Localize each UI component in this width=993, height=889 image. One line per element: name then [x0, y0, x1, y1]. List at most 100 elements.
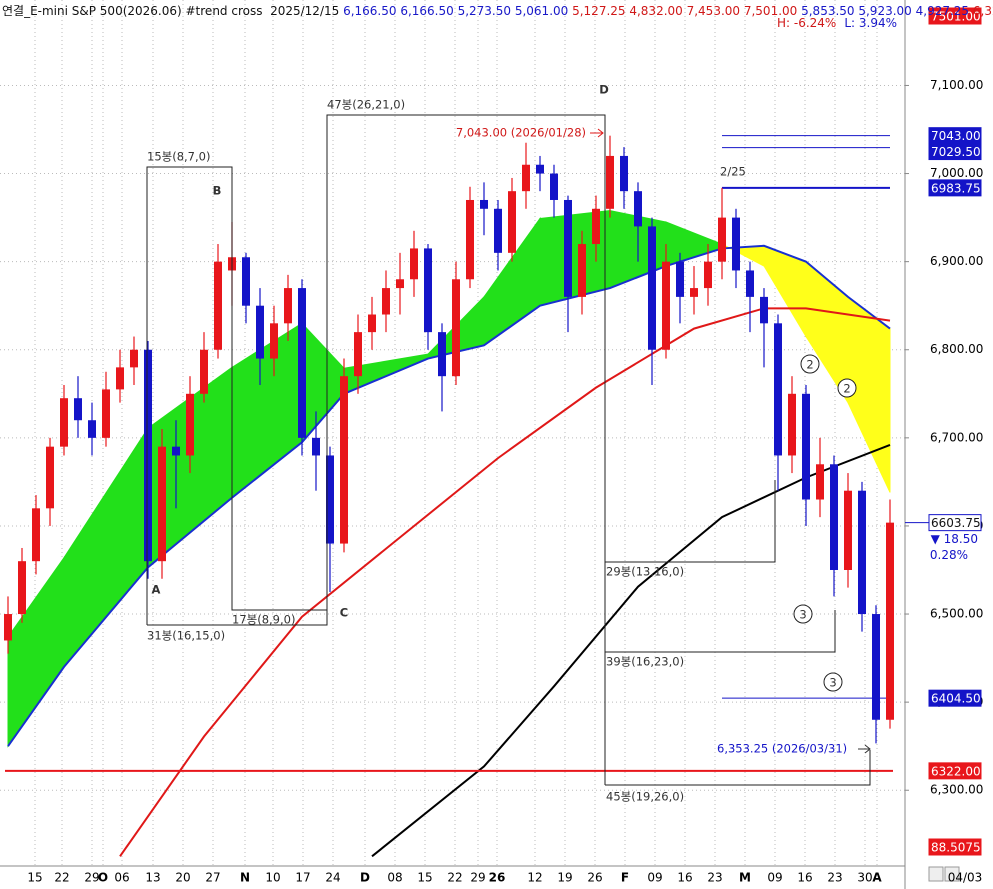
candle-body [564, 199, 572, 297]
candle-body [494, 208, 502, 253]
candle-body [284, 288, 292, 324]
count-label: 45봉(19,26,0) [606, 790, 684, 804]
header: 연결_E-mini S&P 500(2026.06) #trend cross … [2, 4, 993, 18]
candle-body [200, 349, 208, 394]
candle-body [354, 332, 362, 377]
y-tick-label: 6,500.00 [930, 607, 983, 621]
x-tick-label: 29 [84, 871, 99, 885]
count-label: 39봉(16,23,0) [606, 655, 684, 669]
candle-body [844, 490, 852, 570]
candle-body [368, 314, 376, 333]
x-tick-label: 29 [470, 871, 485, 885]
x-tick-label: 16 [677, 871, 692, 885]
x-tick-label: D [360, 871, 370, 885]
candle-body [704, 261, 712, 289]
wave-label: A [152, 583, 161, 597]
candle-body [410, 248, 418, 280]
low-label: 6,353.25 (2026/03/31) [717, 742, 847, 756]
x-tick-label: 13 [145, 871, 160, 885]
y-tick-label: 7,000.00 [930, 166, 983, 180]
candle-body [242, 257, 250, 306]
price-badge-label: 6322.00 [931, 764, 981, 778]
candle-body [508, 191, 516, 253]
candle-body [872, 614, 880, 720]
last-pct: 0.28% [930, 548, 968, 562]
candle-body [18, 561, 26, 615]
price-badge [928, 689, 982, 707]
x-tick-label: 26 [587, 871, 602, 885]
plot-marks [4, 135, 894, 772]
date-label: 2/25 [720, 165, 746, 179]
candle-body [578, 244, 586, 297]
candle-body [74, 398, 82, 421]
y-tick-label: 6,300.00 [930, 783, 983, 797]
wave-circle [793, 604, 813, 624]
candle-body [32, 508, 40, 562]
x-tick-label: 22 [447, 871, 462, 885]
x-tick-label: 12 [527, 871, 542, 885]
candle-body [452, 279, 460, 377]
candle-body [4, 614, 12, 641]
wave-circle [823, 672, 843, 692]
x-tick-label: 20 [175, 871, 190, 885]
price-badge-label: 6983.75 [931, 181, 981, 195]
candle-body [88, 420, 96, 438]
x-tick-label: 19 [557, 871, 572, 885]
candle-body [606, 155, 614, 209]
candle-body [774, 323, 782, 456]
candle-body [592, 208, 600, 245]
cloud-line [7, 244, 891, 747]
candle-body [60, 398, 68, 447]
y-tick-label: 6,800.00 [930, 342, 983, 356]
candle-body [312, 437, 320, 456]
y-tick-label: 6,900.00 [930, 254, 983, 268]
count-label: 29봉(13,16,0) [606, 565, 684, 579]
wave-number: 3 [799, 608, 806, 622]
candle-body [676, 261, 684, 297]
price-badge-label: 88.5075 [931, 841, 981, 855]
zoom-out[interactable] [928, 866, 944, 882]
wave-number: 3 [829, 676, 836, 690]
candle-body [256, 305, 264, 359]
x-tick-label: 06 [114, 871, 129, 885]
candle-body [144, 349, 152, 562]
x-tick-label: 30 [857, 871, 872, 885]
candle-body [130, 349, 138, 368]
price-badge [928, 838, 982, 856]
candle-body [382, 288, 390, 315]
count-label: 15봉(8,7,0) [147, 150, 210, 164]
price-badge [928, 143, 982, 161]
zoom-in[interactable] [944, 866, 960, 882]
wave-number: 2 [806, 358, 813, 372]
arrow [590, 128, 604, 138]
header-part: 6,322.0 [973, 4, 993, 18]
moving-average [119, 307, 891, 857]
candle-body [46, 446, 54, 509]
price-badge-label: 7043.00 [931, 129, 981, 143]
x-tick-label: A [872, 871, 882, 885]
candle-body [438, 332, 446, 377]
wave-circle [837, 378, 857, 398]
x-tick-label: 09 [647, 871, 662, 885]
bracket [605, 750, 871, 786]
candle-body [550, 173, 558, 200]
candle-body [186, 393, 194, 456]
x-tick-label: 15 [417, 871, 432, 885]
x-tick-label: 17 [295, 871, 310, 885]
x-tick-label: 15 [27, 871, 42, 885]
range-part: L: 3.94% [844, 16, 897, 30]
x-tick-label: 22 [54, 871, 69, 885]
candle-body [298, 288, 306, 438]
bracket [146, 114, 606, 785]
candle-body [536, 164, 544, 174]
candle-body [732, 217, 740, 271]
candle-body [522, 164, 530, 192]
wave-label: D [599, 83, 609, 97]
last-change: ▼ 18.50 [931, 532, 978, 546]
x-tick-label: 23 [827, 871, 842, 885]
candle-body [746, 270, 754, 297]
candle-body [620, 155, 628, 192]
candle-body [466, 199, 474, 280]
x-tick-label: F [621, 871, 629, 885]
